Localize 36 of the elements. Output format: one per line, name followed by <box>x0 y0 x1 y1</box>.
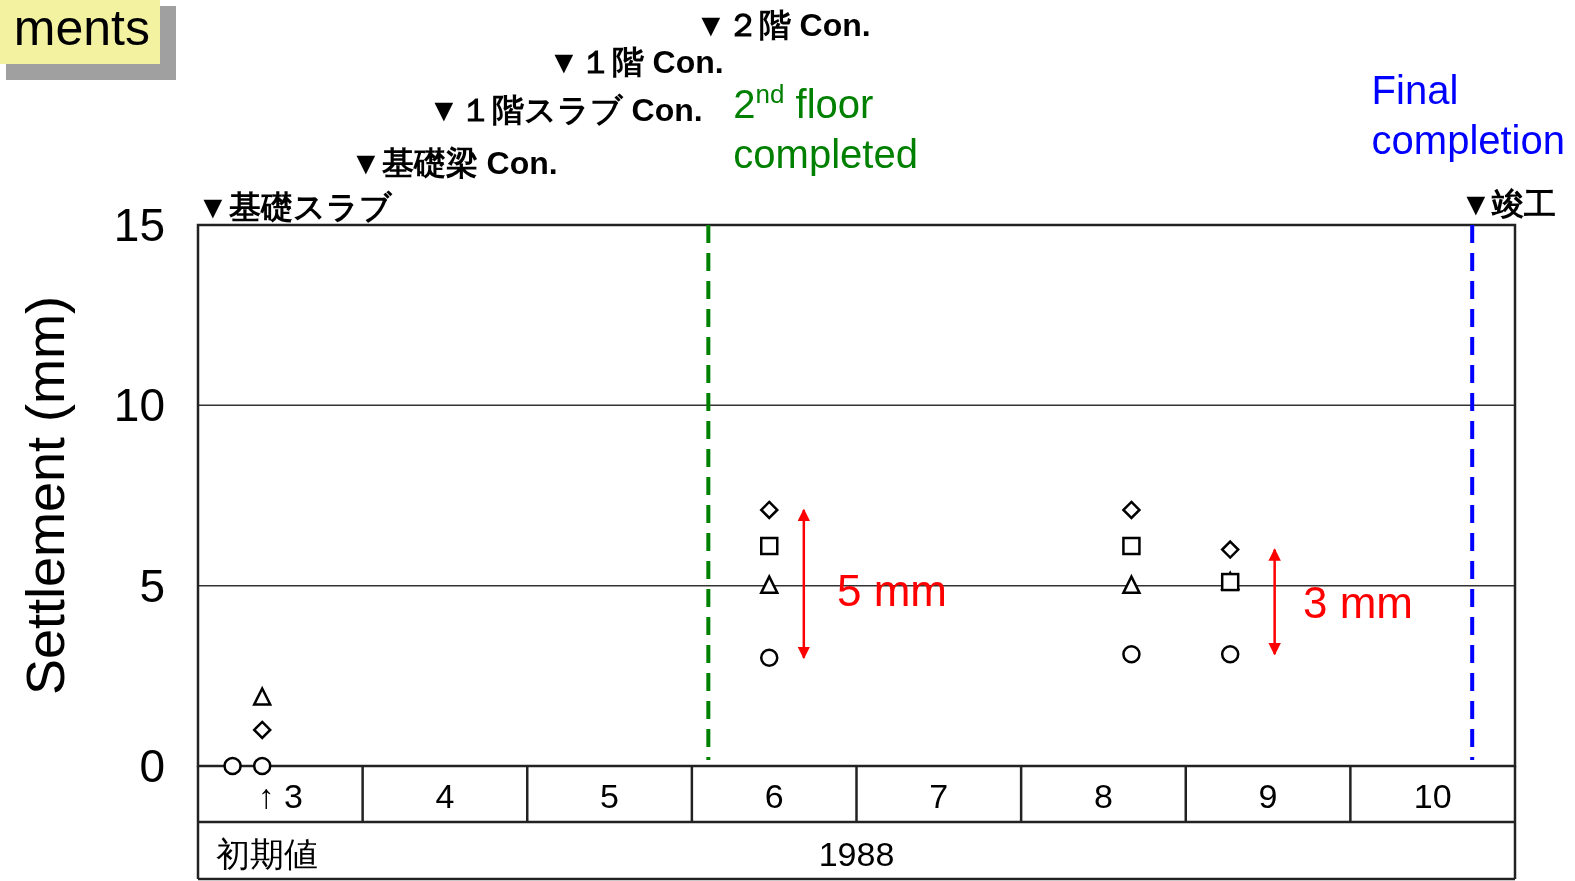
point <box>252 687 272 706</box>
x-tick-label: 9 <box>1258 777 1278 815</box>
annotation: ▼基礎スラブ <box>197 189 393 225</box>
y-tick-label: 10 <box>113 379 165 432</box>
x-tick-label: 7 <box>929 777 949 815</box>
y-axis-title: Settlement (mm) <box>15 295 75 696</box>
x-tick-label: 4 <box>435 777 455 815</box>
point <box>1220 644 1240 664</box>
text: 初期値 <box>216 835 318 873</box>
y-tick-label: 0 <box>139 740 165 792</box>
x-tick-label: 8 <box>1093 777 1113 815</box>
x-tick-label: 6 <box>764 777 784 815</box>
point <box>1122 500 1141 520</box>
y-tick-label: 15 <box>113 199 165 251</box>
x-tick-label: ↑ 3 <box>257 777 303 815</box>
y-tick-label: 5 <box>139 559 165 612</box>
text: ▼竣工 <box>1460 186 1556 222</box>
text: ▼１階 Con. <box>548 44 724 80</box>
annotation: 3 mm <box>1303 578 1413 627</box>
point <box>1122 575 1141 594</box>
point <box>760 648 779 668</box>
text: ▼１階スラブ Con. <box>428 92 703 128</box>
point <box>252 756 272 776</box>
chart-title: ments <box>13 0 150 56</box>
text: 1988 <box>818 835 895 873</box>
point <box>1122 644 1141 664</box>
text: ▼２階 Con. <box>695 7 871 43</box>
ref-line-label: Final completion <box>1371 68 1565 162</box>
point <box>1122 536 1141 556</box>
text: ▼基礎梁 Con. <box>350 145 558 181</box>
point <box>760 536 779 556</box>
ref-line-label: 2$^{nd}$ floor completed <box>733 79 918 176</box>
x-tick-label: 10 <box>1413 777 1452 815</box>
point <box>760 575 779 594</box>
x-tick-label: 5 <box>600 777 620 815</box>
point <box>223 756 242 776</box>
